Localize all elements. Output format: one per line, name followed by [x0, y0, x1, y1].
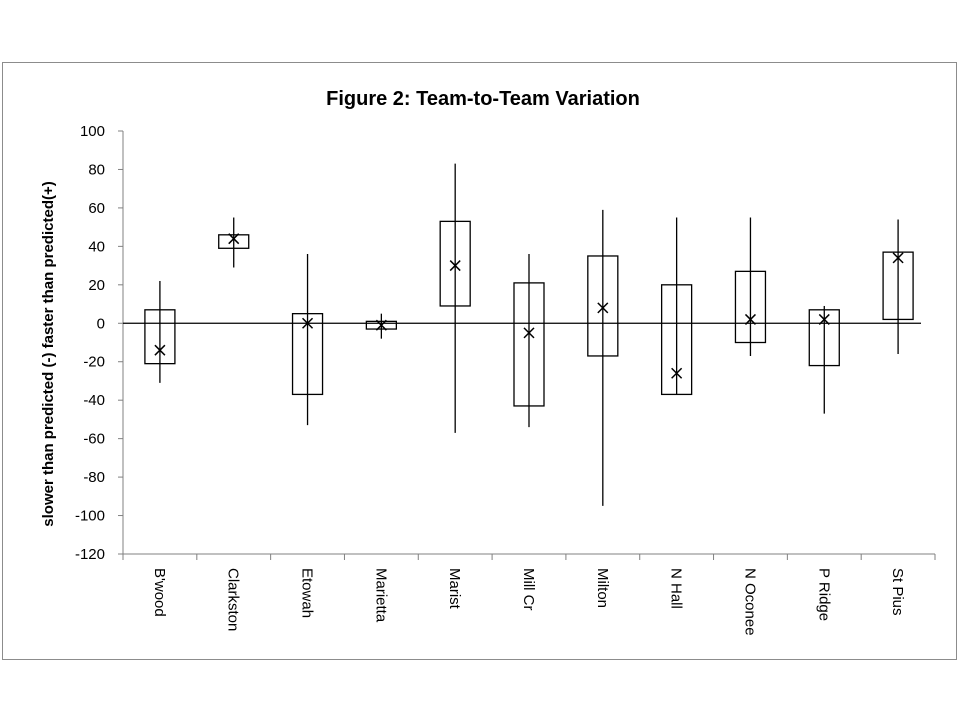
y-tick-label: 20 [88, 277, 105, 294]
y-tick-label: -120 [75, 546, 105, 563]
team-box-group [513, 254, 545, 428]
y-tick-label: 100 [80, 123, 105, 140]
x-tick-label: N Oconee [741, 568, 758, 636]
x-tick-label: Mill Cr [520, 568, 537, 611]
mean-marker [154, 344, 166, 356]
y-tick-label: -80 [83, 469, 105, 486]
box [218, 234, 250, 249]
team-box-group [291, 254, 324, 426]
box [513, 282, 545, 407]
box [882, 251, 914, 321]
team-box-group [365, 313, 398, 339]
mean-marker [302, 317, 314, 329]
y-tick-label: 80 [88, 161, 105, 178]
y-tick-label: 60 [88, 200, 105, 217]
mean-marker [449, 260, 461, 272]
box [365, 320, 398, 330]
plot-area [144, 163, 914, 506]
box [660, 284, 693, 396]
x-tick-label: Marist [446, 568, 463, 610]
mean-marker [375, 319, 387, 331]
mean-marker [597, 302, 609, 314]
y-tick-label: 40 [88, 238, 105, 255]
team-box-group [808, 305, 840, 414]
mean-marker [671, 367, 683, 379]
y-tick-label: -40 [83, 392, 105, 409]
mean-marker [818, 313, 830, 325]
mean-marker [228, 233, 240, 245]
team-box-group [660, 217, 693, 396]
y-axis: 100 80 60 40 20 0 -20 -40 -60 -80 -100 -120 [75, 123, 124, 563]
box [587, 255, 619, 357]
x-axis: B'wood Clarkston Etowah Marietta Marist Mill … [122, 322, 936, 636]
x-tick-label: Etowah [299, 568, 316, 618]
x-tick-label: B'wood [151, 568, 168, 617]
x-tick-label: Clarkston [225, 568, 242, 631]
team-box-group [734, 217, 767, 356]
chart-frame [2, 62, 957, 660]
y-tick-label: -20 [83, 354, 105, 371]
box [734, 270, 767, 344]
team-box-group [439, 163, 471, 433]
chart-title: Figure 2: Team-to-Team Variation [326, 88, 640, 110]
y-tick-label: -60 [83, 431, 105, 448]
box [291, 313, 324, 396]
mean-marker [523, 327, 535, 339]
team-box-group [882, 219, 914, 355]
mean-marker [744, 313, 756, 325]
y-tick-label: 0 [97, 315, 105, 332]
team-box-group [144, 280, 176, 383]
x-tick-label: St Pius [889, 568, 906, 616]
x-tick-label: Marietta [372, 568, 389, 623]
team-box-group [218, 217, 250, 268]
x-tick-label: P Ridge [815, 568, 832, 621]
team-box-group [587, 209, 619, 506]
box [808, 309, 840, 367]
x-tick-label: N Hall [668, 568, 685, 609]
y-axis-label: slower than predicted (-) faster than pr… [40, 181, 57, 526]
y-tick-label: -100 [75, 508, 105, 525]
mean-marker [892, 252, 904, 264]
box [144, 309, 176, 365]
x-tick-label: Milton [594, 568, 611, 608]
box [439, 220, 471, 307]
